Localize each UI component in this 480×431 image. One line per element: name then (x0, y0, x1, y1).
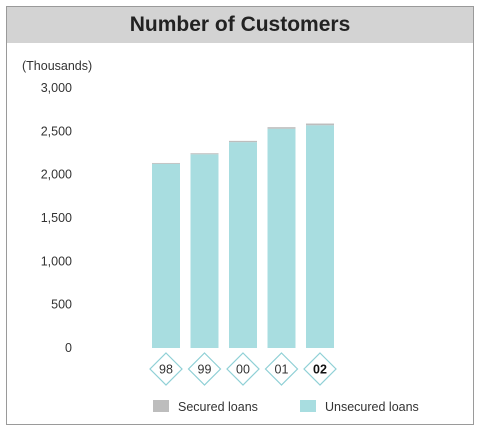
legend: Secured loans Unsecured loans (153, 400, 419, 414)
x-category-98: 98 (149, 352, 183, 386)
bar-unsecured-loans-98 (152, 163, 180, 348)
bar-unsecured-loans-00 (229, 142, 257, 348)
x-category-01: 01 (264, 352, 299, 386)
legend-item-secured-loans: Secured loans (153, 400, 258, 414)
x-category-99: 99 (187, 352, 222, 386)
x-category-diamond (264, 352, 299, 386)
unit-label: (Thousands) (22, 59, 92, 73)
y-tick-label: 2,500 (41, 124, 72, 138)
x-tick-label: 99 (198, 363, 212, 377)
x-category-diamond (226, 352, 260, 386)
y-tick-label: 1,000 (41, 254, 72, 268)
bar-secured-loans-99 (190, 153, 219, 155)
legend-item-unsecured-loans: Unsecured loans (300, 400, 419, 414)
bar-unsecured-loans-02 (306, 125, 334, 349)
title-bar: Number of Customers (7, 7, 473, 43)
bar-unsecured-loans-99 (190, 154, 219, 348)
bar-secured-loans-02 (306, 123, 334, 126)
y-tick-label: 3,000 (41, 81, 72, 95)
y-axis: 3,000 2,500 2,000 1,500 1,000 500 0 (41, 81, 72, 355)
x-tick-label: 01 (275, 363, 289, 377)
x-category-02: 02 (303, 352, 337, 386)
chart-title: Number of Customers (129, 13, 351, 36)
x-tick-label: 98 (159, 363, 173, 377)
x-category-00: 00 (226, 352, 260, 386)
bars (152, 123, 334, 349)
x-tick-label: 00 (236, 363, 250, 377)
x-category-diamond (303, 352, 337, 386)
bar-secured-loans-01 (267, 127, 296, 129)
x-category-diamond (187, 352, 222, 386)
legend-swatch (153, 400, 169, 412)
legend-swatch (300, 400, 316, 412)
x-axis: 98 99 00 01 02 (149, 352, 337, 386)
y-tick-label: 0 (65, 341, 72, 355)
bar-secured-loans-00 (229, 140, 257, 143)
x-tick-label: 02 (313, 363, 327, 377)
legend-label: Unsecured loans (325, 400, 419, 414)
y-tick-label: 500 (51, 298, 72, 312)
y-tick-label: 2,000 (41, 168, 72, 182)
bar-unsecured-loans-01 (267, 128, 296, 348)
bar-secured-loans-98 (152, 162, 180, 164)
x-category-diamond (149, 352, 183, 386)
y-tick-label: 1,500 (41, 211, 72, 225)
legend-label: Secured loans (178, 400, 258, 414)
